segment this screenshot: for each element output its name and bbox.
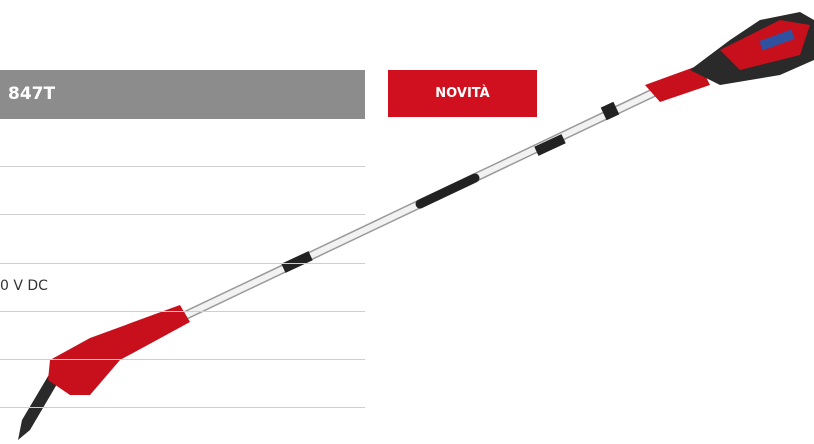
row-divider: [0, 407, 365, 408]
model-header: 847T: [0, 70, 365, 119]
page: {"header": {"title": "847T"}, "badge": "…: [0, 0, 814, 444]
spec-value: 0 V DC: [0, 278, 48, 294]
row-divider: [0, 166, 365, 167]
model-title: 847T: [8, 84, 55, 104]
row-divider: [0, 311, 365, 312]
row-divider: [0, 214, 365, 215]
row-divider: [0, 263, 365, 264]
row-divider: [0, 359, 365, 360]
product-image: [0, 0, 814, 444]
new-badge: NOVITÀ: [388, 70, 537, 117]
